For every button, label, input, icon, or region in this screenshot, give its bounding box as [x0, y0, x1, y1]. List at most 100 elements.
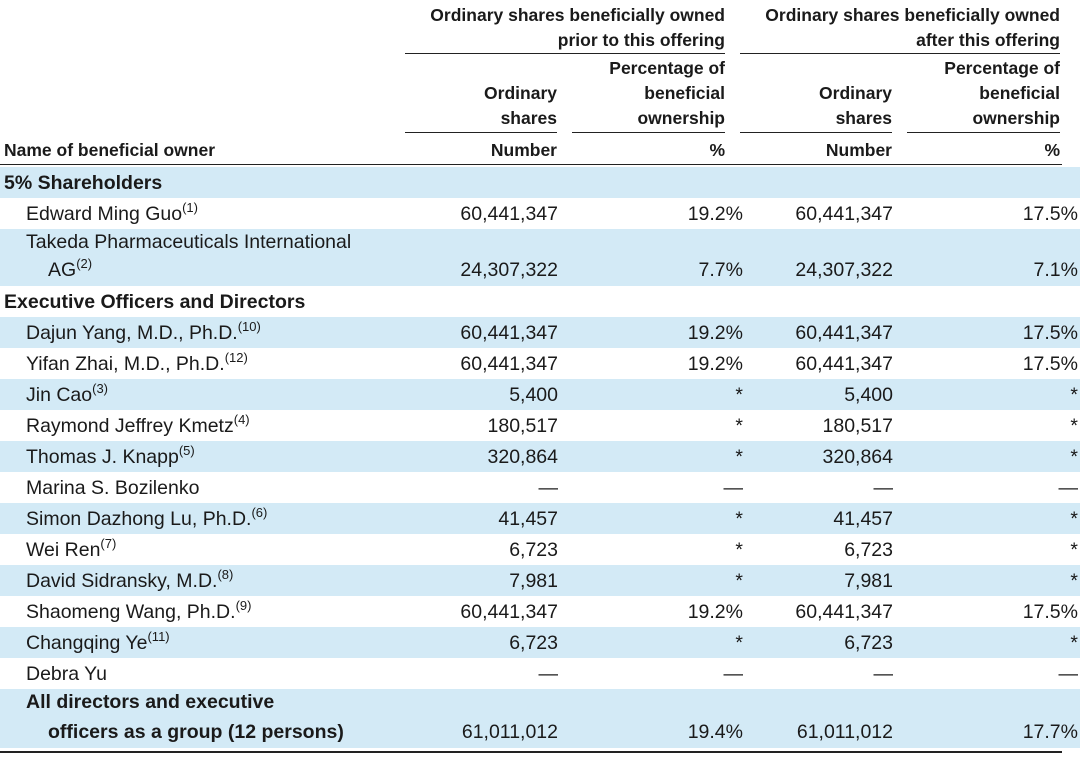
owner-name-text: Yifan Zhai, M.D., Ph.D. — [26, 353, 225, 375]
owner-name: Changqing Ye(11) — [26, 629, 170, 655]
shares-prior-cell: — — [538, 663, 559, 685]
shares-after-cell: 60,441,347 — [795, 322, 893, 344]
footnote-ref: (10) — [237, 319, 261, 334]
shares-prior-cell: 5,400 — [509, 384, 558, 406]
pct-after-cell: 7.1% — [1033, 259, 1078, 281]
shares-prior-cell: 41,457 — [498, 508, 558, 530]
group-total-label: All directors and executive — [26, 691, 275, 713]
section-heading: Executive Officers and Directors — [4, 291, 306, 313]
owner-name: Dajun Yang, M.D., Ph.D.(10) — [26, 319, 261, 345]
shares-prior-cell: 60,441,347 — [460, 353, 558, 375]
unit-number-after: Number — [825, 140, 892, 160]
pct-after-cell: 17.5% — [1022, 322, 1078, 344]
footnote-ref: (5) — [178, 443, 195, 458]
owner-name-text: Marina S. Bozilenko — [26, 477, 200, 499]
col-header-shares-label: shares — [500, 108, 557, 128]
shares-after-cell: — — [873, 663, 894, 685]
owner-name: Raymond Jeffrey Kmetz(4) — [26, 412, 250, 438]
table-row: Dajun Yang, M.D., Ph.D.(10) 60,441,347 19.… — [0, 317, 1080, 348]
col-rule-shares-after — [740, 132, 892, 133]
pct-prior-cell: 19.2% — [687, 322, 743, 344]
col-header-ownership-label: ownership — [637, 108, 725, 128]
owner-name-text: Shaomeng Wang, Ph.D. — [26, 601, 236, 623]
col-header-beneficial-label: beneficial — [644, 83, 725, 103]
owner-name-text: Dajun Yang, M.D., Ph.D. — [26, 322, 238, 344]
owner-name: Jin Cao(3) — [26, 381, 108, 407]
pct-prior-cell: 19.2% — [687, 601, 743, 623]
shares-after-cell: 5,400 — [844, 384, 893, 406]
footnote-ref: (8) — [217, 567, 234, 582]
owner-name: Thomas J. Knapp(5) — [26, 443, 195, 469]
shares-prior-cell: 60,441,347 — [460, 322, 558, 344]
pct-after-cell: * — [1070, 384, 1078, 406]
pct-after-cell: 17.5% — [1022, 353, 1078, 375]
pct-after-cell: * — [1070, 508, 1078, 530]
owner-name-text: Changqing Ye — [26, 632, 148, 654]
owner-name: Wei Ren(7) — [26, 536, 116, 562]
table-row: Yifan Zhai, M.D., Ph.D.(12) 60,441,347 19.… — [0, 348, 1080, 379]
table-row: Jin Cao(3) 5,400 * 5,400 * — [0, 379, 1080, 410]
shares-after-cell: 180,517 — [822, 415, 894, 437]
owner-name-text: Debra Yu — [26, 663, 107, 685]
table-row: Simon Dazhong Lu, Ph.D.(6) 41,457 * 41,457 * — [0, 503, 1080, 534]
col-header-pct-prior: Percentage of beneficial ownership — [609, 56, 725, 131]
group-header-prior-line2: prior to this offering — [557, 30, 725, 50]
shares-prior-cell: 180,517 — [487, 415, 559, 437]
group-rule-prior — [405, 53, 725, 54]
pct-after-cell: 17.5% — [1022, 203, 1078, 225]
col-header-percentage-label: Percentage of — [944, 58, 1060, 78]
footnote-ref: (4) — [233, 412, 250, 427]
pct-prior-cell: 19.2% — [687, 353, 743, 375]
shares-prior-cell: 24,307,322 — [460, 259, 558, 281]
unit-percent-after: % — [1044, 140, 1060, 160]
group-header-prior-line1: Ordinary shares beneficially owned — [430, 5, 725, 25]
shares-after-cell: 7,981 — [844, 570, 893, 592]
total-row: All directors and executive officers as a… — [0, 689, 1080, 748]
shares-after-cell: 60,441,347 — [795, 601, 893, 623]
table-row: Debra Yu — — — — — [0, 658, 1080, 689]
pct-after-cell: 17.7% — [1022, 721, 1078, 743]
shares-after-cell: 320,864 — [822, 446, 894, 468]
footnote-ref: (1) — [182, 200, 198, 215]
pct-prior-cell: — — [723, 663, 744, 685]
table-row: Raymond Jeffrey Kmetz(4) 180,517 * 180,517 * — [0, 410, 1080, 441]
table-row: Changqing Ye(11) 6,723 * 6,723 * — [0, 627, 1080, 658]
pct-after-cell: * — [1070, 632, 1078, 654]
pct-after-cell: * — [1070, 415, 1078, 437]
table-row: Shaomeng Wang, Ph.D.(9) 60,441,347 19.2% 60… — [0, 596, 1080, 627]
section-heading: 5% Shareholders — [4, 172, 163, 194]
footnote-ref: (6) — [251, 505, 268, 520]
owner-name: Debra Yu — [26, 663, 107, 686]
unit-number-prior: Number — [490, 140, 557, 160]
owner-name-text: Simon Dazhong Lu, Ph.D. — [26, 508, 252, 530]
col-header-pct-after: Percentage of beneficial ownership — [944, 56, 1060, 131]
pct-prior-cell: * — [735, 632, 743, 654]
table-row: David Sidransky, M.D.(8) 7,981 * 7,981 * — [0, 565, 1080, 596]
shares-after-cell: 60,441,347 — [795, 353, 893, 375]
group-header-after: Ordinary shares beneficially owned after… — [765, 3, 1060, 53]
pct-prior-cell: * — [735, 415, 743, 437]
pct-after-cell: * — [1070, 539, 1078, 561]
col-header-percentage-label: Percentage of — [609, 58, 725, 78]
group-rule-after — [740, 53, 1060, 54]
shares-after-cell: 41,457 — [833, 508, 893, 530]
footnote-ref: (9) — [235, 598, 252, 613]
shares-prior-cell: 6,723 — [509, 539, 558, 561]
footnote-ref: (12) — [224, 350, 248, 365]
owner-name: Simon Dazhong Lu, Ph.D.(6) — [26, 505, 268, 531]
pct-prior-cell: * — [735, 570, 743, 592]
shares-prior-cell: 60,441,347 — [460, 601, 558, 623]
name-column-header: Name of beneficial owner — [4, 140, 216, 160]
owner-name-text: AG — [48, 259, 77, 281]
table-row: Wei Ren(7) 6,723 * 6,723 * — [0, 534, 1080, 565]
group-header-after-line2: after this offering — [916, 30, 1060, 50]
pct-after-cell: — — [1058, 477, 1079, 499]
col-header-beneficial-label: beneficial — [979, 83, 1060, 103]
shares-after-cell: 6,723 — [844, 632, 893, 654]
pct-prior-cell: * — [735, 446, 743, 468]
table-row: Takeda Pharmaceuticals International AG(2… — [0, 229, 1080, 286]
col-rule-pct-after — [907, 132, 1060, 133]
owner-name-text: Wei Ren — [26, 539, 101, 561]
group-header-prior: Ordinary shares beneficially owned prior… — [430, 3, 725, 53]
owner-name: Marina S. Bozilenko — [26, 477, 199, 500]
